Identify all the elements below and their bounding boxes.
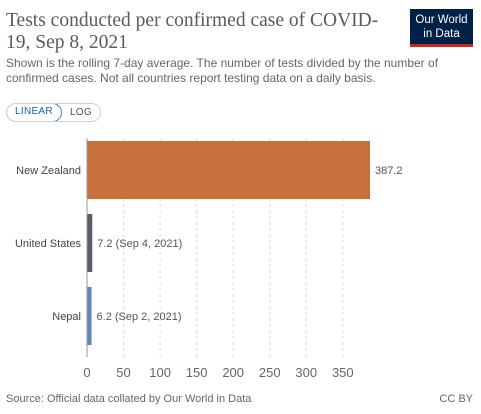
chart-subtitle: Shown is the rolling 7-day average. The … [6, 56, 439, 85]
logo-accent-bar [410, 44, 473, 47]
bar-new-zealand[interactable] [87, 141, 370, 199]
linear-scale-button[interactable]: LINEAR [6, 104, 62, 121]
source-note[interactable]: Source: Official data collated by Our Wo… [6, 393, 252, 405]
x-tick-label: 150 [186, 365, 208, 380]
x-tick-label: 250 [259, 365, 281, 380]
value-label: 387.2 [375, 165, 403, 177]
chart-title: Tests conducted per confirmed case of CO… [6, 10, 379, 53]
x-tick-label: 0 [83, 365, 90, 380]
logo-text-line1: Our World [415, 14, 468, 26]
x-tick-label: 350 [332, 365, 354, 380]
x-tick-label: 200 [222, 365, 244, 380]
owid-logo[interactable]: Our World in Data [410, 9, 473, 47]
category-label: United States [15, 238, 82, 250]
value-label: 7.2 (Sep 4, 2021) [97, 238, 182, 250]
category-label: Nepal [52, 311, 81, 323]
logo-text-line2: in Data [423, 27, 460, 40]
license-label[interactable]: CC BY [439, 393, 473, 405]
bar-nepal[interactable] [87, 287, 92, 345]
category-label: New Zealand [16, 165, 81, 177]
scale-toggle[interactable]: LINEAR LOG [6, 103, 101, 122]
x-tick-label: 50 [116, 365, 130, 380]
x-tick-label: 100 [149, 365, 171, 380]
bar-united-states[interactable] [87, 214, 93, 272]
log-scale-button[interactable]: LOG [69, 107, 92, 118]
value-label: 6.2 (Sep 2, 2021) [97, 311, 182, 323]
x-tick-label: 300 [295, 365, 317, 380]
